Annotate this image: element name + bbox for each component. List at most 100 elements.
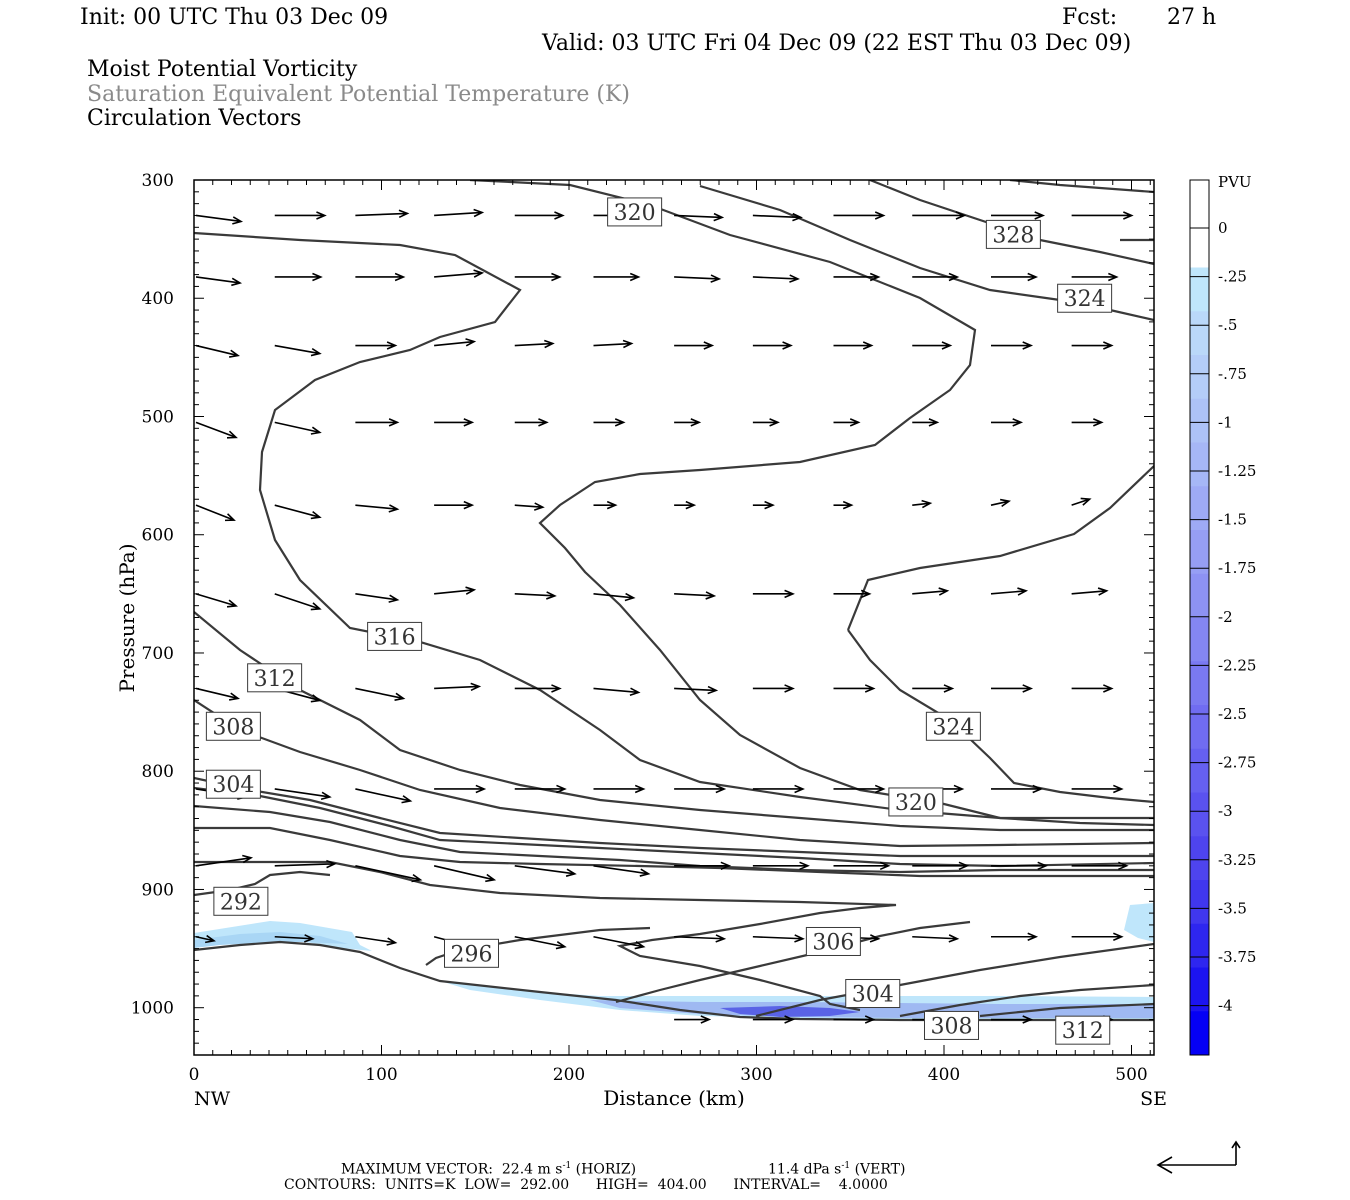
- wind-vector: [1071, 272, 1119, 282]
- axis-labels: 0 100 200 300 400 500 300 400 500 600 700 800 900 100…: [115, 171, 1167, 1110]
- colorbar-swatch: [1190, 792, 1209, 837]
- wind-vector: [274, 859, 337, 869]
- contour-line: [1009, 180, 1154, 194]
- contour-label: 312: [247, 663, 303, 693]
- contour-label-text: 324: [932, 715, 974, 740]
- wind-vector: [912, 418, 940, 427]
- mpv-area-surface-core: [720, 1006, 860, 1017]
- wind-vector: [195, 344, 240, 358]
- contour-line: [194, 699, 1154, 848]
- wind-vector: [593, 935, 646, 950]
- colorbar: PVU 0 -.25 -.5 -.75 -1 -1.25 -1.5 -1.75 -2 -2.25 -2…: [1189, 173, 1256, 1056]
- colorbar-level-label: -3: [1218, 802, 1233, 820]
- colorbar-swatch: [1190, 661, 1209, 706]
- wind-vector: [752, 1015, 795, 1024]
- contour-label-text: 320: [895, 791, 937, 816]
- contour-label: 308: [205, 711, 261, 741]
- contour-line: [847, 629, 1154, 804]
- max-vert-line: 11.4 dPa s-1 (VERT): [768, 1158, 905, 1178]
- max-vert-value: 11.4 dPa s: [768, 1161, 842, 1178]
- wind-vector: [514, 339, 555, 349]
- contour-line: [755, 942, 1154, 1018]
- x-axis-title: Distance (km): [603, 1086, 745, 1110]
- wind-vector: [991, 684, 1034, 693]
- circulation-vectors: [195, 208, 1134, 1024]
- max-vector-line: MAXIMUM VECTOR: 22.4 m s-1 (HORIZ): [341, 1158, 636, 1178]
- y-axis-title: Pressure (hPa): [115, 544, 139, 693]
- mpv-area-se-edge: [1124, 903, 1154, 942]
- contour-label-box: [205, 769, 261, 799]
- colorbar-swatch: [1190, 967, 1209, 1012]
- contour-label: 320: [888, 787, 944, 817]
- wind-vector: [195, 934, 217, 944]
- wind-vector: [514, 935, 567, 950]
- y-tick-label: 900: [142, 880, 174, 900]
- wind-vector: [912, 341, 953, 350]
- fcst-hours: 27 h: [1167, 5, 1217, 30]
- wind-vector: [434, 500, 475, 510]
- max-horiz-exp: -1: [562, 1161, 572, 1171]
- colorbar-swatch: [1190, 530, 1209, 575]
- wind-vector: [991, 932, 1039, 941]
- wind-vector: [912, 499, 933, 509]
- wind-vector: [593, 272, 641, 282]
- contour-label: 304: [205, 769, 261, 799]
- wind-vector: [991, 211, 1046, 220]
- wind-vector: [674, 500, 697, 510]
- contour-label-text: 304: [212, 773, 254, 798]
- wind-vector: [355, 788, 413, 804]
- max-vert-exp: -1: [841, 1161, 851, 1171]
- colorbar-level-label: -.75: [1218, 365, 1247, 383]
- wind-vector: [833, 418, 861, 427]
- wind-vector: [514, 784, 567, 794]
- colorbar-swatch: [1190, 442, 1209, 487]
- colorbar-level-label: -2.25: [1218, 656, 1256, 674]
- wind-vector: [274, 272, 323, 282]
- contour-line: [194, 826, 1154, 878]
- contour-line: [979, 1002, 1154, 1018]
- wind-vector: [674, 212, 725, 222]
- wind-vector: [752, 274, 800, 283]
- colorbar-swatch: [1190, 486, 1209, 531]
- colorbar-level-label: -.5: [1218, 316, 1237, 334]
- valid-time: Valid: 03 UTC Fri 04 Dec 09 (22 EST Thu …: [542, 31, 1132, 56]
- contour-label: 320: [607, 197, 663, 227]
- wind-vector: [195, 214, 244, 225]
- colorbar-swatch: [1190, 573, 1209, 618]
- vert-tag: (VERT): [850, 1161, 906, 1178]
- wind-vector: [752, 341, 793, 350]
- colorbar-frame: [1189, 179, 1210, 1056]
- wind-vector: [434, 682, 482, 692]
- wind-vector: [991, 418, 1024, 427]
- wind-vector: [593, 784, 646, 794]
- wind-vector: [514, 272, 562, 282]
- colorbar-title: PVU: [1218, 173, 1252, 191]
- wind-vector: [434, 208, 485, 218]
- wind-vector: [833, 211, 886, 220]
- x-tick-label: 100: [365, 1065, 397, 1085]
- wind-vector: [674, 341, 715, 350]
- wind-vector: [674, 591, 717, 600]
- y-tick-label: 700: [142, 644, 174, 664]
- contours-info: CONTOURS: UNITS=K LOW= 292.00 HIGH= 404.…: [284, 1177, 888, 1193]
- colorbar-level-label: -2: [1218, 608, 1233, 626]
- colorbar-level-label: -2.5: [1218, 705, 1247, 723]
- contour-label-box: [444, 938, 499, 968]
- contour-line: [194, 611, 1154, 832]
- wind-vector: [752, 418, 780, 427]
- colorbar-level-label: -3.5: [1218, 899, 1247, 917]
- colorbar-swatch: [1190, 748, 1209, 793]
- wind-vector: [674, 784, 727, 794]
- wind-vector: [1071, 684, 1114, 693]
- colorbar-swatch: [1190, 180, 1209, 225]
- wind-vector: [1071, 211, 1134, 220]
- contour-label-text: 304: [852, 983, 894, 1008]
- contour-label-text: 308: [931, 1014, 973, 1039]
- wind-vector: [752, 934, 805, 943]
- wind-vector: [912, 934, 960, 943]
- colorbar-swatch: [1190, 923, 1209, 968]
- mpv-area-nw-core: [194, 932, 348, 948]
- wind-vector: [833, 341, 874, 350]
